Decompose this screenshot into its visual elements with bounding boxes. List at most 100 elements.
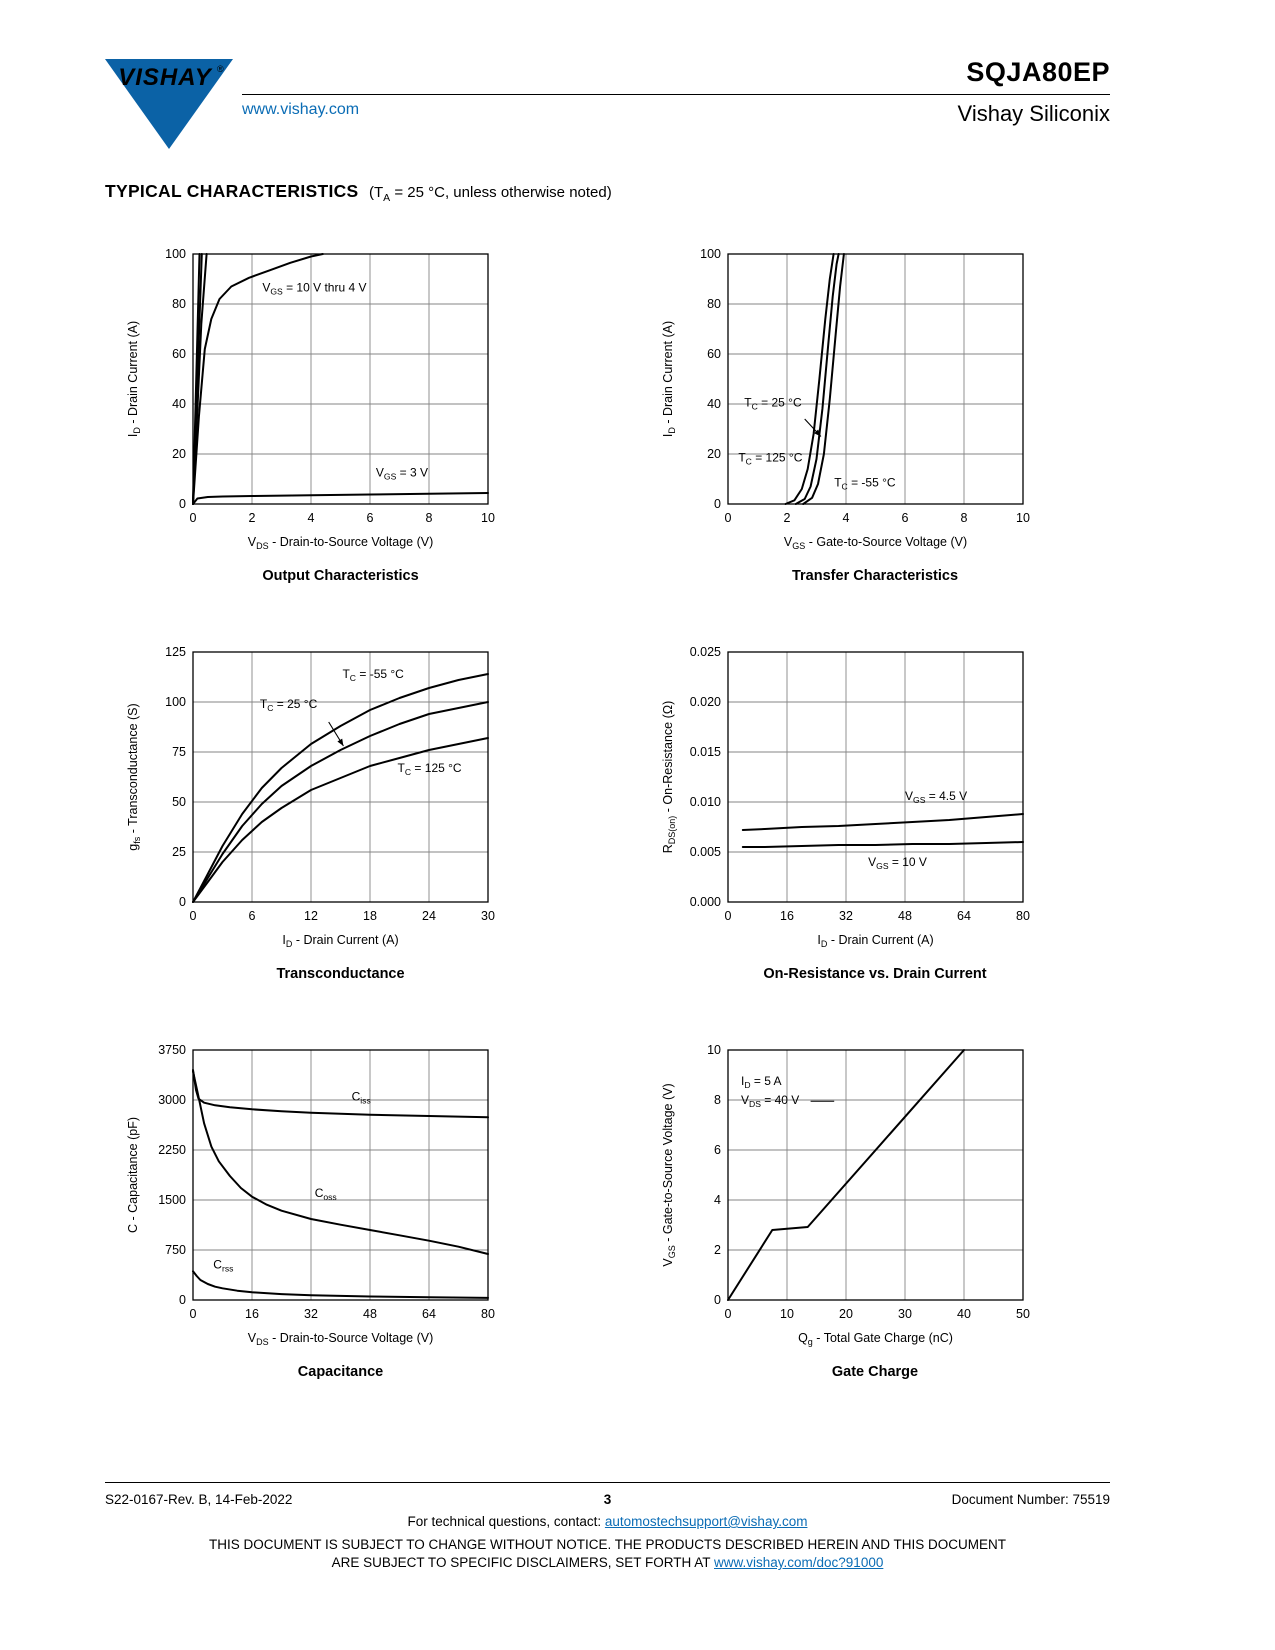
vishay-triangle [105, 59, 233, 149]
x-tick-label: 0 [724, 511, 731, 525]
chart-capacitance: 0 16 32 48 64 80 0 750 1500 2250 3000 3750 VDS - Dra… [105, 1036, 608, 1380]
y-tick-label: 2250 [158, 1143, 186, 1157]
chart-output-characteristics: 0 2 4 6 8 10 0 20 40 60 80 100 VDS - Drain-to-Source… [105, 240, 608, 584]
y-tick-label: 750 [165, 1243, 186, 1257]
vishay-logo-text: VISHAY [118, 64, 213, 91]
website-link[interactable]: www.vishay.com [242, 101, 360, 118]
brand-name: Vishay Siliconix [957, 101, 1110, 126]
plot-border [726, 1049, 1024, 1301]
y-tick-label: 0 [179, 1293, 186, 1307]
x-tick-label: 6 [249, 909, 256, 923]
y-tick-label: 125 [165, 645, 186, 659]
series-curve [741, 841, 1024, 848]
y-tick-label: 20 [172, 447, 186, 461]
y-tick-label: 100 [165, 247, 186, 261]
series-curve [794, 253, 840, 505]
contact-email-link[interactable]: automostechsupport@vishay.com [604, 1514, 808, 1529]
y-tick-label: 0.020 [689, 695, 720, 709]
y-axis-label: gfs - Transconductance (S) [126, 703, 142, 850]
annotation-arrowhead [337, 738, 344, 746]
document-number: Document Number: 75519 [951, 1492, 1110, 1507]
y-tick-label: 40 [172, 397, 186, 411]
y-tick-label: 40 [707, 397, 721, 411]
y-tick-label: 8 [714, 1093, 721, 1107]
annotation-arrowhead [813, 429, 821, 437]
chart-caption: Output Characteristics [262, 568, 419, 584]
chart-caption: Gate Charge [831, 1364, 919, 1380]
chart-caption: Capacitance [297, 1364, 384, 1380]
series-curve [192, 1070, 489, 1255]
footer-contact: For technical questions, contact: automo… [105, 1514, 1110, 1529]
series-curve [801, 253, 845, 505]
page-number: 3 [603, 1492, 612, 1507]
x-tick-label: 80 [1016, 909, 1030, 923]
series-curve [192, 701, 489, 903]
x-tick-label: 0 [190, 1307, 197, 1321]
x-tick-label: 12 [304, 909, 318, 923]
chart-gate-charge: 0 10 20 30 40 50 0 2 4 6 8 10 Qg - Total Gate Charge… [608, 1036, 1111, 1380]
series-curve [192, 737, 489, 903]
x-tick-label: 80 [481, 1307, 495, 1321]
annotation-label: VGS = 3 V [376, 466, 428, 482]
x-tick-label: 8 [426, 511, 433, 525]
x-tick-label: 10 [481, 511, 495, 525]
x-tick-label: 30 [898, 1307, 912, 1321]
plot-border [192, 1049, 489, 1301]
y-tick-label: 3000 [158, 1093, 186, 1107]
annotation-label: Coss [315, 1186, 337, 1202]
footer-row: S22-0167-Rev. B, 14-Feb-2022 3 Document … [105, 1492, 1110, 1507]
x-tick-label: 32 [839, 909, 853, 923]
x-axis-label: ID - Drain Current (A) [817, 933, 933, 949]
annotation-label: Ciss [352, 1090, 371, 1106]
x-tick-label: 4 [842, 511, 849, 525]
section-title-text: TYPICAL CHARACTERISTICS [105, 181, 359, 201]
vishay-logo: VISHAY ® [105, 58, 233, 155]
x-tick-label: 50 [1016, 1307, 1030, 1321]
disclaimer-line-1: THIS DOCUMENT IS SUBJECT TO CHANGE WITHO… [208, 1537, 1007, 1552]
series-curve [192, 673, 489, 903]
disclaimer-link[interactable]: www.vishay.com/doc?91000 [714, 1555, 884, 1571]
y-tick-label: 4 [714, 1193, 721, 1207]
x-tick-label: 0 [724, 909, 731, 923]
y-tick-label: 0 [179, 895, 186, 909]
series-curve [192, 253, 324, 505]
x-tick-label: 10 [780, 1307, 794, 1321]
x-tick-label: 0 [190, 511, 197, 525]
x-axis-label: VGS - Gate-to-Source Voltage (V) [783, 535, 966, 551]
registered-mark: ® [217, 64, 224, 74]
y-tick-label: 6 [714, 1143, 721, 1157]
x-tick-label: 2 [249, 511, 256, 525]
y-axis-label: ID - Drain Current (A) [126, 321, 142, 437]
annotation-label: VGS = 4.5 V [905, 789, 967, 805]
disclaimer-prefix: ARE SUBJECT TO SPECIFIC DISCLAIMERS, SET… [331, 1555, 714, 1571]
y-tick-label: 80 [172, 297, 186, 311]
header-rule [242, 94, 1110, 95]
x-tick-label: 24 [422, 909, 436, 923]
y-tick-label: 20 [707, 447, 721, 461]
datasheet-page: VISHAY ® SQJA80EP www.vishay.com Vishay … [105, 57, 1111, 1571]
section-title: TYPICAL CHARACTERISTICS (TA = 25 °C, unl… [105, 181, 1110, 204]
series-curve [192, 492, 489, 505]
annotation-label: TC = 25 °C [260, 697, 318, 713]
chart-transconductance: 0 6 12 18 24 30 0 25 50 75 100 125 ID - Drain Curren… [105, 638, 608, 982]
chart-on-resistance: 0 16 32 48 64 80 0.000 0.005 0.010 0.015 0.020 0.02… [608, 638, 1111, 982]
part-number: SQJA80EP [966, 57, 1110, 87]
y-tick-label: 80 [707, 297, 721, 311]
x-tick-label: 16 [780, 909, 794, 923]
y-tick-label: 0.015 [689, 745, 720, 759]
x-tick-label: 48 [363, 1307, 377, 1321]
x-tick-label: 0 [724, 1307, 731, 1321]
series-curve [192, 1270, 489, 1299]
annotation-label: VGS = 10 V thru 4 V [262, 281, 366, 297]
plot-border [192, 253, 489, 505]
y-tick-label: 50 [172, 795, 186, 809]
annotation-label: TC = 125 °C [398, 761, 462, 777]
revision-text: S22-0167-Rev. B, 14-Feb-2022 [105, 1492, 293, 1507]
chart-caption: On-Resistance vs. Drain Current [763, 966, 987, 982]
annotation-label: VDS = 40 V [740, 1093, 798, 1109]
x-tick-label: 64 [422, 1307, 436, 1321]
y-tick-label: 2 [714, 1243, 721, 1257]
x-tick-label: 4 [308, 511, 315, 525]
plot-border [726, 253, 1024, 505]
plot-border [192, 651, 489, 903]
